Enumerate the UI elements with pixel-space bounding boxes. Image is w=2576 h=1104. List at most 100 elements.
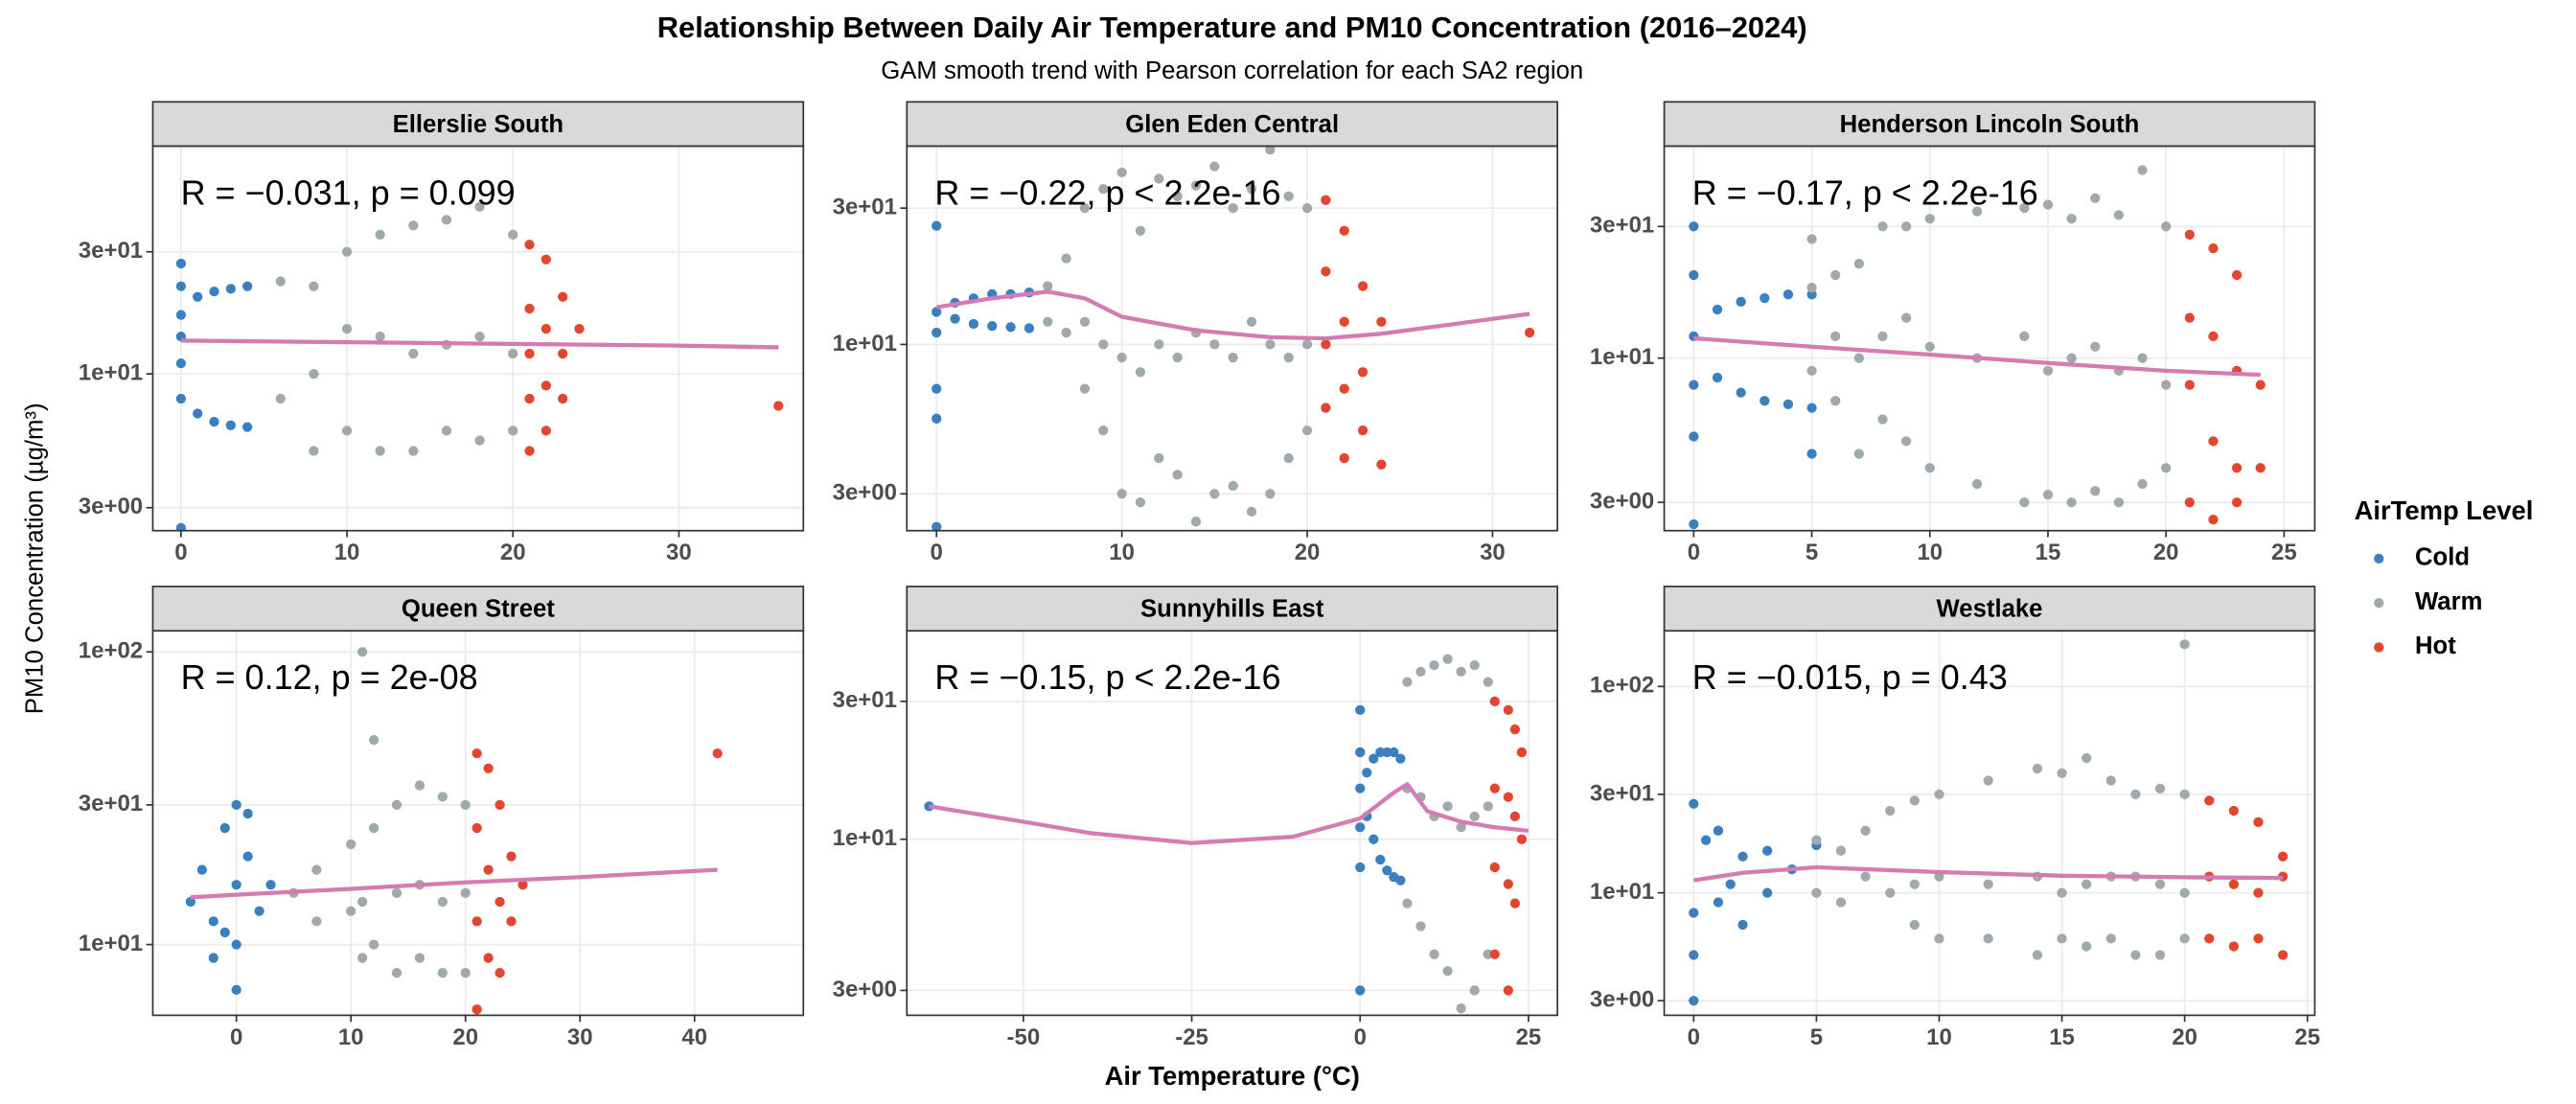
point: [574, 323, 585, 334]
plot-area: [932, 146, 1535, 531]
strip: [906, 101, 1558, 148]
x-tick-label: 0: [230, 1024, 242, 1050]
point: [1321, 266, 1331, 277]
point: [1301, 339, 1313, 350]
point: [219, 822, 230, 834]
point: [2154, 783, 2166, 794]
legend-label: Cold: [2415, 544, 2470, 571]
point: [2161, 380, 2172, 390]
annotation: R = −0.031, p = 0.099: [181, 172, 516, 212]
panel-title: Westlake: [1937, 596, 2043, 623]
point: [1429, 949, 1439, 959]
x-tick-label: 0: [174, 540, 187, 565]
point: [2130, 950, 2141, 960]
point: [2184, 380, 2195, 390]
point: [175, 357, 187, 369]
y-tick-label: 3e+00: [1590, 489, 1654, 515]
point: [1442, 801, 1453, 812]
point: [2113, 497, 2125, 508]
point: [1456, 822, 1466, 833]
point: [357, 647, 368, 657]
point: [1402, 898, 1413, 908]
point: [231, 984, 242, 996]
strip: [151, 586, 805, 632]
point: [175, 281, 187, 291]
point: [1402, 677, 1413, 687]
point: [1483, 949, 1493, 959]
x-tick-label: 10: [334, 540, 360, 565]
x-tick-label: 0: [1688, 540, 1700, 565]
point: [2105, 933, 2116, 944]
point: [1389, 747, 1399, 758]
point: [1900, 436, 1912, 447]
point: [1853, 448, 1865, 459]
point: [524, 393, 535, 404]
point: [1357, 367, 1368, 378]
point: [408, 220, 419, 231]
x-tick-label: 15: [2036, 540, 2061, 565]
point: [2253, 933, 2264, 944]
point: [2066, 353, 2077, 363]
point: [2161, 463, 2172, 473]
point: [558, 393, 568, 404]
point: [1339, 316, 1349, 327]
point: [1321, 402, 1331, 413]
x-tick-label: 0: [1354, 1024, 1367, 1050]
point: [1782, 289, 1794, 300]
y-tick-label: 1e+01: [1590, 879, 1654, 905]
panel-border: [151, 145, 805, 532]
point: [540, 380, 552, 391]
point: [1860, 825, 1871, 836]
point: [1357, 281, 1368, 291]
y-tick-label: 1e+01: [79, 359, 143, 385]
point: [1456, 1003, 1466, 1014]
point: [1154, 173, 1164, 184]
point: [1712, 304, 1723, 315]
point: [460, 887, 471, 898]
point: [408, 348, 419, 359]
x-tick-label: 30: [567, 1024, 593, 1050]
point: [968, 318, 979, 330]
point: [2032, 950, 2043, 960]
point: [185, 896, 196, 908]
point: [437, 968, 448, 978]
point: [1265, 489, 1276, 499]
point: [1524, 327, 1535, 338]
point: [2082, 941, 2092, 952]
point: [1909, 879, 1920, 889]
plot-area: [185, 647, 723, 1015]
point: [1079, 316, 1091, 327]
point: [540, 426, 552, 436]
point: [209, 416, 219, 427]
point: [408, 446, 419, 456]
point: [375, 229, 385, 241]
y-tick-label: 3e+00: [833, 480, 897, 506]
point: [474, 331, 485, 342]
point: [2019, 331, 2030, 342]
point: [494, 896, 505, 908]
point: [1736, 296, 1746, 308]
point: [1135, 367, 1146, 378]
y-tick-label: 3e+00: [1590, 987, 1654, 1013]
point: [2032, 763, 2043, 774]
point: [524, 348, 535, 359]
point: [225, 284, 236, 294]
point: [460, 968, 471, 978]
x-tick-label: 30: [1480, 540, 1506, 565]
point: [1835, 897, 1847, 908]
point: [1806, 448, 1817, 459]
point: [1116, 489, 1127, 499]
point: [1806, 365, 1817, 376]
x-tick-label: 15: [2049, 1024, 2075, 1050]
point: [2277, 950, 2288, 960]
point: [1689, 996, 1699, 1006]
y-tick-label: 3e+00: [833, 977, 897, 1002]
point: [391, 887, 402, 898]
point: [1689, 518, 1699, 530]
point: [1830, 331, 1841, 342]
point: [2090, 341, 2101, 352]
point: [2057, 933, 2067, 944]
point: [1909, 795, 1920, 806]
point: [1339, 452, 1349, 464]
point: [1246, 506, 1257, 517]
